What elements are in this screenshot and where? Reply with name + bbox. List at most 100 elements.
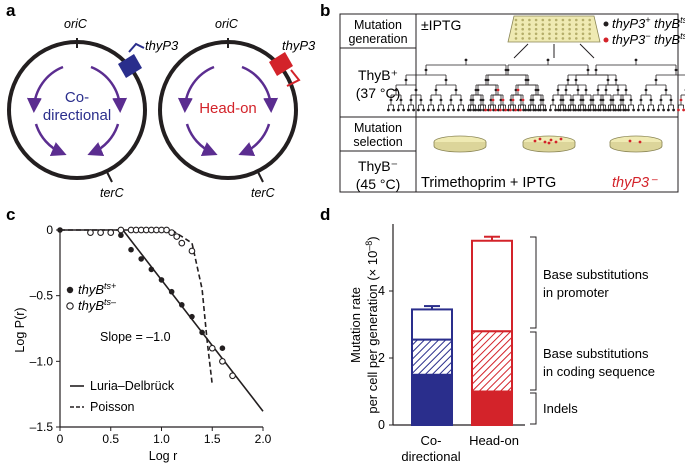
cell-dot [479,109,482,112]
gene-label: thyP3 [145,38,179,53]
cell-dot [582,109,585,112]
cell-dot [524,109,527,112]
plate-well [562,37,565,40]
cell-dot [640,99,643,102]
plate-well [535,28,538,31]
thyb-minus-label: ThyB⁻ [358,158,398,174]
replication-arc [92,124,118,153]
cell-dot [392,109,395,112]
plate-well [575,37,578,40]
cell-dot [630,99,633,102]
mode-label: Head-on [199,100,257,117]
cell-dot [472,99,475,102]
cell-dot [567,109,570,112]
row2-label: Mutation [354,121,402,135]
cell-dot [667,109,670,112]
plate-well [588,37,591,40]
cell-dot [547,59,550,62]
selection-label: Trimethoprim + IPTG [421,175,556,191]
promoter-arrow-icon [129,44,144,52]
panel-a: a oriC terC thyP3 Co- directional oriC [6,1,316,200]
cell-dot [512,99,515,102]
bracket-label: in promoter [543,285,609,300]
cell-dot [622,109,625,112]
lineage-trees [387,59,685,112]
terc-tick [107,172,112,182]
plate-well [575,33,578,36]
cell-dot [422,109,425,112]
y-tick-label: –1.0 [30,354,54,368]
plate-well [515,33,518,36]
cell-dot [435,89,438,92]
plate-well [528,23,531,26]
plate-well [588,28,591,31]
y-tick-label: 0 [46,223,53,237]
data-point-ts-plus [199,330,205,336]
y-axis-label: Log P(r) [13,307,27,352]
plate-well [568,19,571,22]
plate-well [588,19,591,22]
plate-well [588,33,591,36]
cell-dot [612,109,615,112]
row1-label: Mutation [354,18,402,32]
cell-dot [412,109,415,112]
panel-b: b Mutation generation ThyB⁺ (37 °C) Muta… [320,1,685,192]
cell-dot [497,89,500,92]
cell-dot [580,99,583,102]
plate-well [555,19,558,22]
plate-well [568,33,571,36]
cell-dot [499,109,502,112]
petri-dish-icon [523,136,575,152]
category-label: Head-on [469,433,519,448]
cell-dot [617,109,620,112]
cell-dot [637,109,640,112]
cell-dot [585,89,588,92]
plate-well [582,23,585,26]
legend-dashed-label: Poisson [90,400,135,414]
bar-segment [472,241,512,331]
cell-dot [452,109,455,112]
cell-dot [677,109,680,112]
bar-segment [412,309,452,339]
plate-well [555,33,558,36]
cell-dot [632,109,635,112]
row1-label: generation [348,32,407,46]
terc-label: terC [100,186,125,200]
plate-well [562,28,565,31]
data-point-ts-plus [159,277,165,283]
bracket-label: Indels [543,401,578,416]
y-axis-label: Mutation rate [348,287,363,363]
x-tick-label: 2.0 [255,432,272,446]
cell-dot [587,109,590,112]
plate-well [582,28,585,31]
cell-dot [557,89,560,92]
plate-well [568,23,571,26]
cell-dot [539,109,542,112]
cell-dot [577,89,580,92]
cell-dot [560,99,563,102]
y-tick-label: –1.5 [30,420,54,434]
x-tick-label: 1.5 [204,432,221,446]
plate-well [528,28,531,31]
legend-filled-label: thyBts+ [78,281,116,297]
plate-well [562,33,565,36]
data-point-ts-plus [220,345,226,351]
cell-dot [627,109,630,112]
plate-well [548,37,551,40]
bar-segment [472,331,512,391]
plate-well [562,23,565,26]
cell-dot [387,109,390,112]
plate-well [515,19,518,22]
plate-well [535,37,538,40]
cell-dot [519,109,522,112]
panel-b-legend: thyP3+ thyBts thyP3− thyBts [604,15,685,47]
bracket-indels [530,393,536,424]
cell-dot [489,109,492,112]
cell-dot [440,99,443,102]
data-point-ts-plus [138,256,144,262]
cell-dot [602,109,605,112]
cell-dot [537,89,540,92]
legend-marker-filled [67,287,73,293]
cell-dot [549,109,552,112]
